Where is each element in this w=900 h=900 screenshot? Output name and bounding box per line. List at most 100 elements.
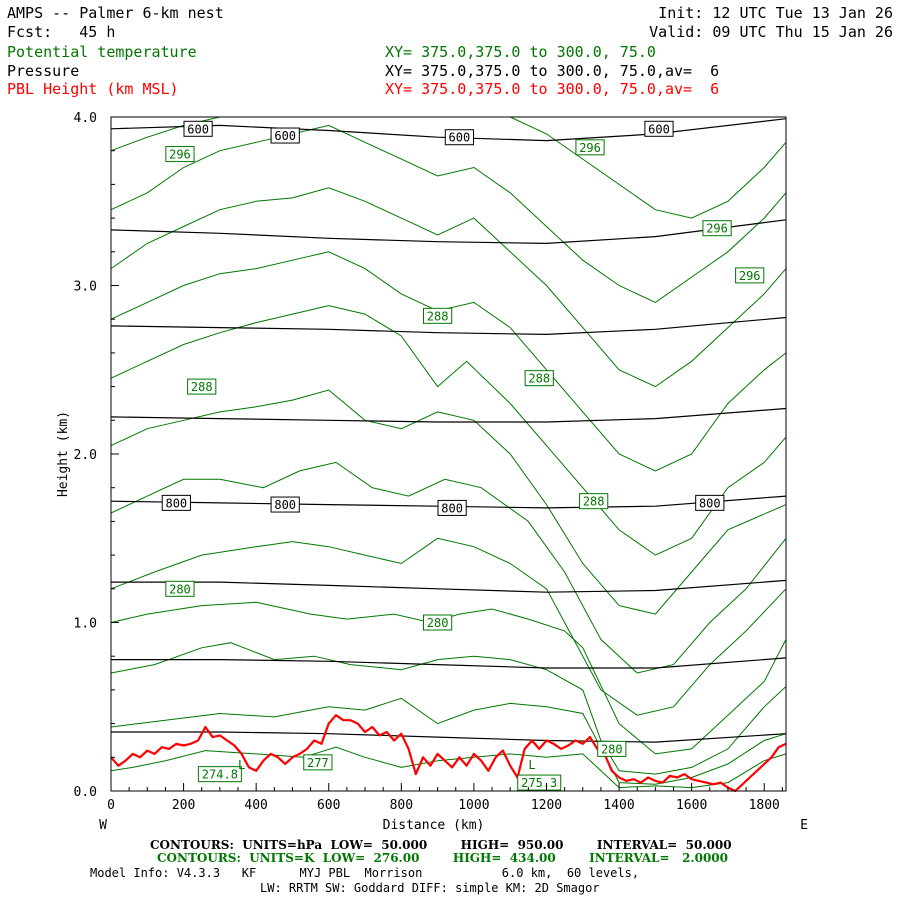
x-tick-label-0: 0 xyxy=(107,798,115,813)
theta-label-box-2 xyxy=(702,220,732,237)
theta-label-11: 277 xyxy=(303,754,333,771)
y-axis-title: Height (km) xyxy=(56,411,71,497)
pressure-label-box-5 xyxy=(270,496,300,513)
footer-model-info: Model Info: V4.3.3 KF MYJ PBL Morrison 6… xyxy=(90,866,640,880)
x-tick-label-4: 800 xyxy=(390,798,413,813)
theta-label-9: 280 xyxy=(423,614,453,631)
init-time: Init: 12 UTC Tue 13 Jan 26 xyxy=(658,4,893,22)
forecast-hour: Fcst: 45 h xyxy=(7,23,116,41)
theta-contour-2 xyxy=(110,642,787,775)
pressure-contour-900 xyxy=(111,657,787,669)
theta-label-2: 296 xyxy=(702,220,732,237)
theta-label-3: 296 xyxy=(735,267,765,284)
footer-physics-info: LW: RRTM SW: Goddard DIFF: simple KM: 2D… xyxy=(260,881,600,895)
valid-time: Valid: 09 UTC Thu 15 Jan 26 xyxy=(649,23,893,41)
x-tick-label-1: 200 xyxy=(172,798,195,813)
pressure-label-6: 800 xyxy=(437,499,467,516)
theta-label-13: 275.3 xyxy=(517,774,562,791)
theta-label-text-11: 277 xyxy=(307,756,329,770)
theta-contour-0 xyxy=(110,746,787,789)
theta-label-0: 296 xyxy=(165,146,195,163)
theta-contour-9 xyxy=(110,187,787,388)
theta-contour-10 xyxy=(110,124,787,303)
theta-label-box-4 xyxy=(423,307,453,324)
east-label: E xyxy=(800,818,808,833)
theta-low-marker-1: L xyxy=(528,758,535,772)
y-tick-label-0: 0.0 xyxy=(74,785,97,800)
pressure-contour-850 xyxy=(111,579,787,593)
y-tick-label-4: 4.0 xyxy=(74,111,97,126)
theta-label-8: 280 xyxy=(165,580,195,597)
theta-label-box-12 xyxy=(197,766,242,783)
x-tick-label-8: 1600 xyxy=(676,798,707,813)
pressure-label-4: 800 xyxy=(161,494,191,511)
field-pressure-label: Pressure xyxy=(7,62,80,80)
theta-label-text-5: 288 xyxy=(191,380,213,394)
pressure-label-1: 600 xyxy=(270,127,300,144)
field-pbl-label: PBL Height (km MSL) xyxy=(7,80,179,98)
pressure-label-text-1: 600 xyxy=(274,129,296,143)
plot-title: AMPS -- Palmer 6-km nest xyxy=(7,4,224,22)
theta-label-box-0 xyxy=(165,146,195,163)
pressure-label-box-7 xyxy=(695,494,725,511)
theta-label-4: 288 xyxy=(423,307,453,324)
theta-label-5: 288 xyxy=(187,378,217,395)
theta-label-text-6: 288 xyxy=(528,372,550,386)
xy-pbl: XY= 375.0,375.0 to 300.0, 75.0,av= 6 xyxy=(385,80,720,98)
pressure-label-box-1 xyxy=(270,127,300,144)
theta-contour-6 xyxy=(110,389,787,615)
theta-label-1: 296 xyxy=(575,139,605,156)
theta-label-box-6 xyxy=(524,370,554,387)
xy-pressure: XY= 375.0,375.0 to 300.0, 75.0,av= 6 xyxy=(385,62,720,80)
theta-low-marker-0: L xyxy=(238,758,245,772)
x-tick-label-6: 1200 xyxy=(531,798,562,813)
footer-theta-contours: CONTOURS: UNITS=K LOW= 276.00 HIGH= 434.… xyxy=(157,851,728,865)
west-label: W xyxy=(99,818,107,833)
pressure-label-text-7: 800 xyxy=(699,496,721,510)
theta-label-box-5 xyxy=(187,378,217,395)
theta-label-box-10 xyxy=(597,740,627,757)
pressure-label-box-6 xyxy=(437,499,467,516)
theta-label-box-11 xyxy=(303,754,333,771)
theta-label-text-12: 274.8 xyxy=(202,768,238,782)
pressure-contour-700 xyxy=(110,316,787,336)
theta-contour-8 xyxy=(110,251,787,472)
theta-contour-5 xyxy=(110,461,787,674)
x-tick-label-2: 400 xyxy=(244,798,267,813)
theta-label-10: 280 xyxy=(597,740,627,757)
y-tick-label-3: 3.0 xyxy=(74,280,97,295)
theta-contour-4 xyxy=(110,537,787,716)
x-tick-label-3: 600 xyxy=(317,798,340,813)
theta-label-text-7: 288 xyxy=(583,495,605,509)
pressure-label-text-4: 800 xyxy=(165,496,187,510)
field-theta-label: Potential temperature xyxy=(7,43,197,61)
x-tick-label-9: 1800 xyxy=(749,798,780,813)
pressure-label-0: 600 xyxy=(183,120,213,137)
footer-pressure-contours: CONTOURS: UNITS=hPa LOW= 50.000 HIGH= 95… xyxy=(150,838,732,852)
plot-frame xyxy=(110,116,787,792)
y-tick-label-2: 2.0 xyxy=(74,448,97,463)
pressure-label-text-6: 800 xyxy=(441,501,463,515)
pressure-label-box-3 xyxy=(644,120,674,137)
theta-label-box-3 xyxy=(735,267,765,284)
pressure-contour-950 xyxy=(111,731,787,743)
pressure-label-7: 800 xyxy=(695,494,725,511)
theta-label-box-9 xyxy=(423,614,453,631)
pressure-label-3: 600 xyxy=(644,120,674,137)
theta-label-box-8 xyxy=(165,580,195,597)
pressure-label-box-2 xyxy=(444,129,474,146)
theta-contour-3 xyxy=(110,601,787,755)
theta-contour-12 xyxy=(509,116,787,219)
y-tick-label-1: 1.0 xyxy=(74,617,97,632)
pressure-label-box-4 xyxy=(161,494,191,511)
pbl-height-line xyxy=(110,714,787,793)
x-tick-label-5: 1000 xyxy=(458,798,489,813)
theta-contour-7 xyxy=(110,305,787,556)
theta-label-7: 288 xyxy=(579,493,609,510)
theta-label-box-7 xyxy=(579,493,609,510)
pressure-label-text-0: 600 xyxy=(187,122,209,136)
theta-label-text-1: 296 xyxy=(579,141,601,155)
theta-contour-1 xyxy=(110,697,787,785)
theta-label-text-2: 296 xyxy=(706,222,728,236)
